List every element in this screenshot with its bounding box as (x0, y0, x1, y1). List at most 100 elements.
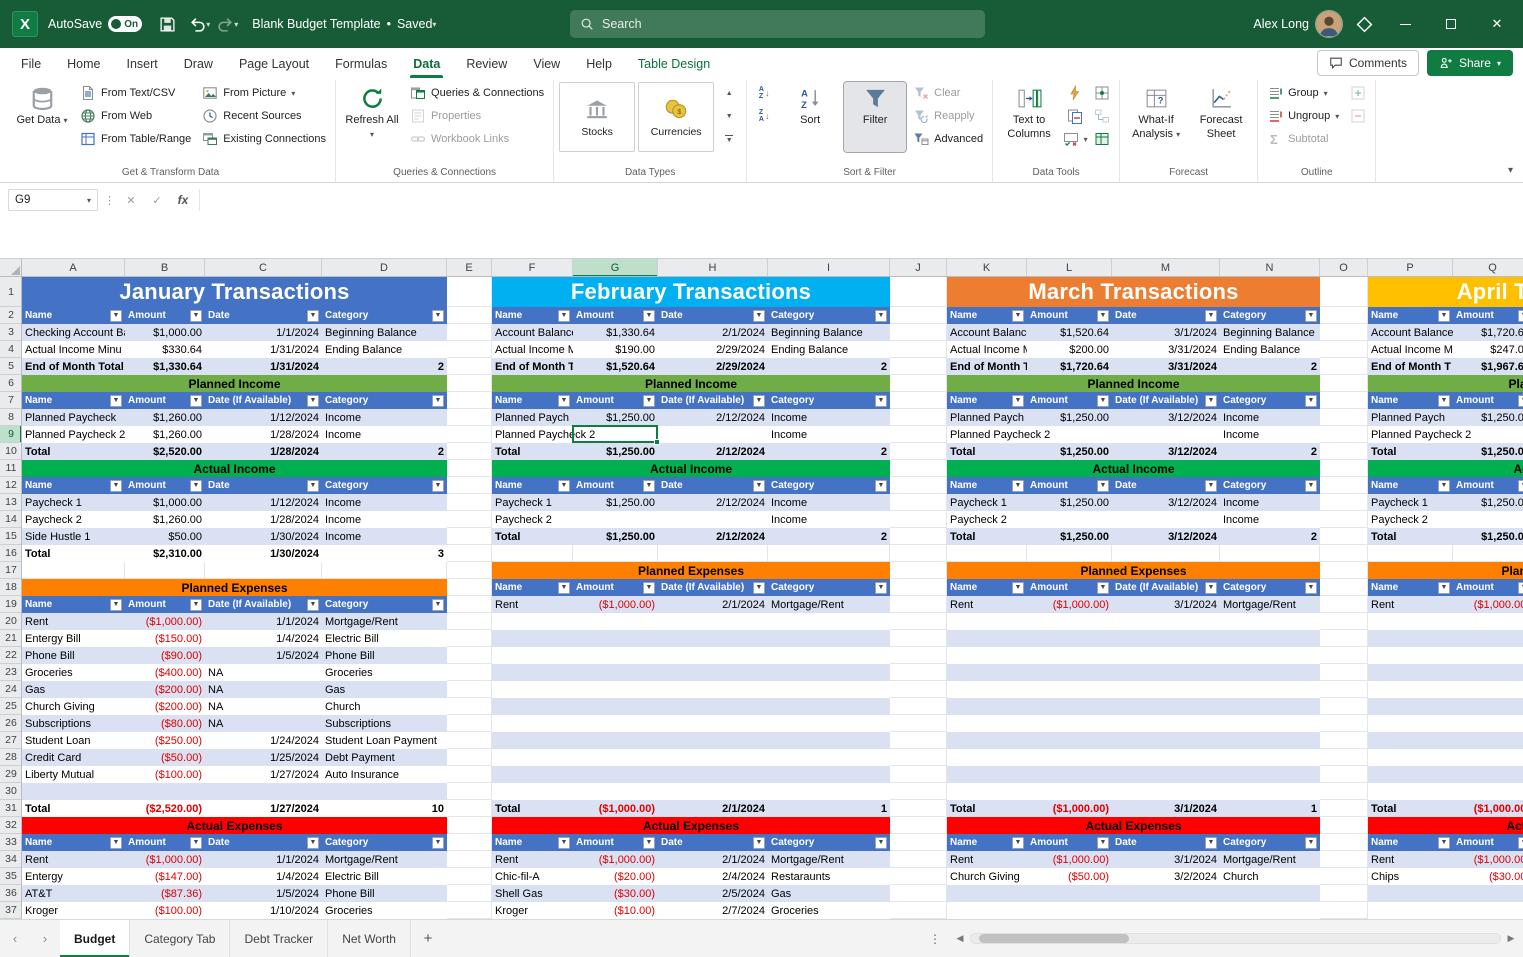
cell-I12[interactable]: Category ▼ (768, 477, 890, 494)
cell-K20[interactable] (947, 613, 1027, 630)
row-header-16[interactable]: 16 (0, 545, 21, 562)
cell-D24[interactable]: Gas (322, 681, 447, 698)
cell-P30[interactable] (1368, 783, 1453, 800)
cell-L5[interactable]: $1,720.64 (1027, 358, 1112, 375)
cell-K4[interactable]: Actual Income M (947, 341, 1027, 358)
cell-F20[interactable] (492, 613, 573, 630)
cell-H3[interactable]: 2/1/2024 (658, 324, 768, 341)
cell-P37[interactable] (1368, 902, 1453, 919)
cell-P20[interactable] (1368, 613, 1453, 630)
cell-G37[interactable]: ($10.00) (573, 902, 658, 919)
cell-N18[interactable]: Category ▼ (1220, 579, 1320, 596)
cell-K37[interactable] (947, 902, 1027, 919)
filter-dropdown-icon[interactable]: ▼ (1097, 479, 1109, 492)
cell-I33[interactable]: Category ▼ (768, 834, 890, 851)
cell-D29[interactable]: Auto Insurance (322, 766, 447, 783)
advanced-filter-button[interactable]: Advanced (909, 128, 987, 150)
filter-dropdown-icon[interactable]: ▼ (753, 394, 765, 407)
filter-dropdown-icon[interactable]: ▼ (875, 479, 887, 492)
row-header-32[interactable]: 32 (0, 817, 21, 834)
cell-D15[interactable]: Income (322, 528, 447, 545)
column-header-E[interactable]: E (447, 259, 492, 276)
cell-I35[interactable]: Restaraunts (768, 868, 890, 885)
cell-C26[interactable]: NA (205, 715, 322, 732)
cell-G18[interactable]: Amount ▼ (573, 579, 658, 596)
cell-A19[interactable]: Name ▼ (22, 596, 125, 613)
row-header-22[interactable]: 22 (0, 647, 21, 664)
cell-I22[interactable] (768, 647, 890, 664)
cell-G3[interactable]: $1,330.64 (573, 324, 658, 341)
cell-A26[interactable]: Subscriptions (22, 715, 125, 732)
cell-D14[interactable]: Income (322, 511, 447, 528)
cell-Q29[interactable] (1453, 766, 1523, 783)
cell-F33[interactable]: Name ▼ (492, 834, 573, 851)
column-header-P[interactable]: P (1368, 259, 1453, 276)
cell-I31[interactable]: 1 (768, 800, 890, 817)
filter-dropdown-icon[interactable]: ▼ (1305, 581, 1317, 594)
cell-G33[interactable]: Amount ▼ (573, 834, 658, 851)
cell-C28[interactable]: 1/25/2024 (205, 749, 322, 766)
group-button[interactable]: Group ▾ (1263, 82, 1343, 104)
row-header-17[interactable]: 17 (0, 562, 21, 579)
cell-A20[interactable]: Rent (22, 613, 125, 630)
filter-dropdown-icon[interactable]: ▼ (307, 479, 319, 492)
cell-G31[interactable]: ($1,000.00) (573, 800, 658, 817)
cell-F37[interactable]: Kroger (492, 902, 573, 919)
stocks-button[interactable]: Stocks (559, 82, 636, 152)
cell-B15[interactable]: $50.00 (125, 528, 205, 545)
cell-F24[interactable] (492, 681, 573, 698)
cell-I36[interactable]: Gas (768, 885, 890, 902)
cell-I20[interactable] (768, 613, 890, 630)
from-text-csv-button[interactable]: From Text/CSV (76, 82, 195, 104)
cell-Q27[interactable] (1453, 732, 1523, 749)
row-header-18[interactable]: 18 (0, 579, 21, 596)
row-header-36[interactable]: 36 (0, 885, 21, 902)
filter-button[interactable]: Filter (843, 81, 908, 153)
cell-I27[interactable] (768, 732, 890, 749)
cell-P6[interactable]: Planned Income (1368, 375, 1523, 392)
cell-F1[interactable]: February Transactions (492, 277, 890, 307)
cell-C5[interactable]: 1/31/2024 (205, 358, 322, 375)
datatypes-up-button[interactable]: ▲ (717, 82, 741, 104)
cell-C10[interactable]: 1/28/2024 (205, 443, 322, 460)
cell-H9[interactable] (658, 426, 768, 443)
cell-L25[interactable] (1027, 698, 1112, 715)
filter-dropdown-icon[interactable]: ▼ (190, 394, 202, 407)
row-header-13[interactable]: 13 (0, 494, 21, 511)
cell-G23[interactable] (573, 664, 658, 681)
cell-K33[interactable]: Name ▼ (947, 834, 1027, 851)
cell-Q25[interactable] (1453, 698, 1523, 715)
cell-L27[interactable] (1027, 732, 1112, 749)
filter-dropdown-icon[interactable]: ▼ (432, 309, 444, 322)
cell-Q21[interactable] (1453, 630, 1523, 647)
cell-D5[interactable]: 2 (322, 358, 447, 375)
filter-dropdown-icon[interactable]: ▼ (643, 581, 655, 594)
save-button[interactable] (152, 9, 182, 39)
filter-dropdown-icon[interactable]: ▼ (190, 836, 202, 849)
filter-dropdown-icon[interactable]: ▼ (1097, 581, 1109, 594)
cell-K10[interactable]: Total (947, 443, 1027, 460)
cell-P14[interactable]: Paycheck 2 (1368, 511, 1453, 528)
cell-Q14[interactable] (1453, 511, 1523, 528)
filter-dropdown-icon[interactable]: ▼ (1012, 479, 1024, 492)
cell-C21[interactable]: 1/4/2024 (205, 630, 322, 647)
cell-B8[interactable]: $1,260.00 (125, 409, 205, 426)
existing-connections-button[interactable]: Existing Connections (198, 128, 330, 150)
cell-N22[interactable] (1220, 647, 1320, 664)
cell-A35[interactable]: Entergy (22, 868, 125, 885)
cell-K34[interactable]: Rent (947, 851, 1027, 868)
cell-K17[interactable]: Planned Expenses (947, 562, 1320, 579)
cell-Q28[interactable] (1453, 749, 1523, 766)
scroll-left-icon[interactable]: ◀ (956, 933, 964, 943)
cell-K14[interactable]: Paycheck 2 (947, 511, 1027, 528)
avatar[interactable] (1315, 10, 1343, 38)
filter-dropdown-icon[interactable]: ▼ (1205, 836, 1217, 849)
cell-K23[interactable] (947, 664, 1027, 681)
cell-I4[interactable]: Ending Balance (768, 341, 890, 358)
cell-Q33[interactable]: Amount▼ (1453, 834, 1523, 851)
cell-K26[interactable] (947, 715, 1027, 732)
cell-L8[interactable]: $1,250.00 (1027, 409, 1112, 426)
cell-P25[interactable] (1368, 698, 1453, 715)
cell-C30[interactable] (205, 783, 322, 800)
ribbon-tab-help[interactable]: Help (586, 57, 612, 71)
